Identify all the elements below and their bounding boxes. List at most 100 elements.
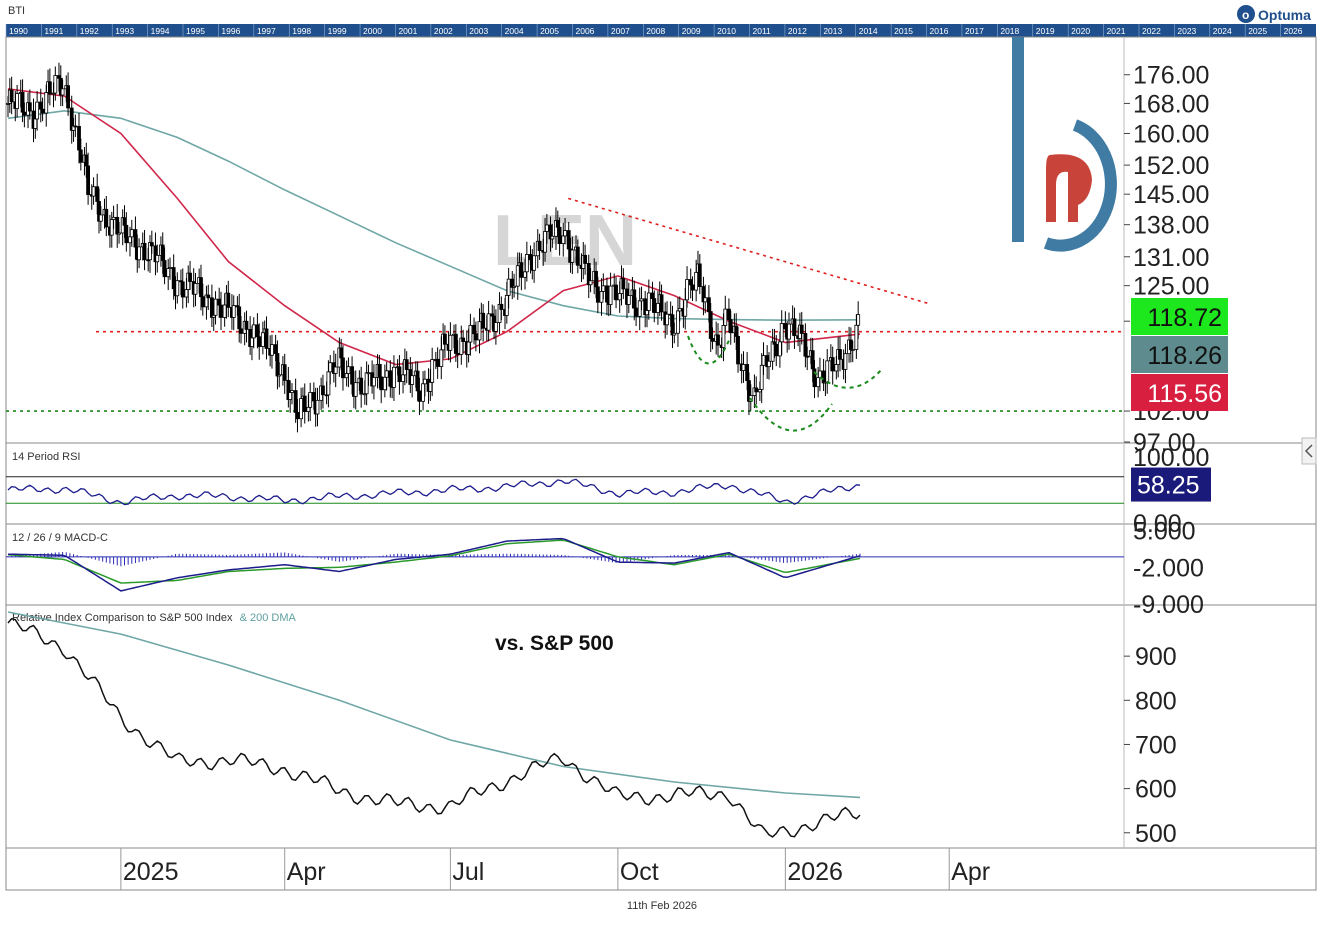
time-axis-label: 2025: [123, 858, 179, 886]
time-axis-label: Oct: [620, 858, 659, 886]
price-bar-body: [650, 292, 655, 299]
price-bar-body: [321, 385, 325, 396]
year-strip-label: 2014: [859, 26, 878, 36]
rsi-line: [7, 478, 861, 506]
macd-lines: [7, 537, 861, 592]
price-bar-body: [481, 312, 486, 329]
price-bar-body: [448, 334, 453, 351]
price-bar-body: [311, 392, 316, 402]
price-bar-body: [209, 297, 214, 318]
price-bar-body: [328, 362, 333, 373]
price-bar-body: [588, 280, 593, 286]
price-bar-body: [512, 285, 517, 288]
price-bar-body: [665, 313, 669, 326]
price-bar-body: [392, 366, 396, 388]
arc-right-shoulder: [813, 368, 883, 389]
price-bar-body: [184, 289, 189, 298]
year-strip-label: 1992: [80, 26, 99, 36]
price-bar-body: [57, 75, 61, 79]
price-bar-body: [341, 357, 345, 379]
price-bar-body: [787, 323, 791, 340]
relative-lines: [7, 611, 861, 838]
price-bar-body: [237, 306, 242, 330]
price-bar-body: [734, 325, 739, 337]
price-y-tick-label: 138.00: [1133, 212, 1209, 240]
price-bar-body: [115, 216, 120, 235]
price-bar-body: [601, 285, 606, 292]
price-bar-body: [645, 310, 649, 316]
year-strip-label: 2010: [717, 26, 736, 36]
price-bar-body: [566, 230, 571, 250]
green-arc-annotations: [687, 335, 883, 432]
year-strip-label: 2001: [398, 26, 417, 36]
macd-panel-frame: [5, 523, 1317, 606]
year-strip-label: 2007: [611, 26, 630, 36]
year-strip-label: 1993: [115, 26, 134, 36]
price-bar-body: [634, 307, 638, 317]
price-bar-body: [222, 304, 227, 318]
price-bar-body: [537, 240, 542, 251]
price-bar-body: [333, 366, 338, 374]
price-bar-body: [217, 298, 222, 306]
price-bar-body: [646, 292, 651, 311]
macd-y-ticks: 5.000 -2.000 -9.000: [1133, 518, 1204, 619]
price-bar-body: [428, 381, 433, 392]
price-bar-body: [583, 254, 588, 264]
price-bar-body: [422, 378, 427, 385]
price-bar-body: [421, 383, 425, 402]
price-bar-body: [35, 101, 40, 120]
price-bar-body: [838, 349, 842, 360]
price-bar-body: [379, 376, 384, 391]
price-bar-body: [260, 332, 265, 347]
price-bar-body: [377, 364, 382, 378]
arc-left-shoulder: [687, 335, 731, 365]
price-bar-body: [415, 370, 420, 392]
panel-scroll-handle[interactable]: [1301, 437, 1317, 465]
price-bar-body: [166, 268, 171, 278]
price-bar-body: [659, 294, 664, 313]
year-strip-label: 2017: [965, 26, 984, 36]
year-strip-label: 2009: [682, 26, 701, 36]
price-bar-body: [830, 357, 835, 372]
price-bar-body: [244, 320, 249, 330]
relative-y-tick-label: 500: [1135, 820, 1177, 848]
time-axis-frame: [5, 847, 1317, 891]
price-bar-body: [290, 390, 294, 393]
price-bar-body: [563, 230, 567, 237]
macd-signal-line: [7, 539, 861, 584]
macd-y-tick-label: -9.000: [1133, 591, 1204, 619]
vendor-logo-mark: o: [1242, 8, 1249, 22]
price-bar-body: [656, 302, 660, 313]
price-bar-body: [128, 236, 132, 244]
symbol-label: BTI: [8, 5, 25, 17]
price-bar-body: [40, 108, 45, 114]
price-bar-body: [805, 355, 810, 358]
scroll-handle-box[interactable]: [1301, 437, 1317, 465]
price-bar-body: [761, 355, 766, 366]
price-bar-body: [710, 338, 715, 342]
price-bar-body: [544, 224, 549, 232]
price-bar-body: [397, 366, 402, 382]
price-bar-body: [384, 370, 389, 378]
price-bar-body: [741, 364, 746, 371]
price-bar-body: [690, 284, 695, 291]
year-strip-label: 2008: [646, 26, 665, 36]
price-bar-body: [430, 359, 435, 383]
price-bar-body: [9, 89, 14, 103]
year-strip-label: 2023: [1177, 26, 1196, 36]
price-bar-body: [736, 335, 740, 365]
price-bar-body: [188, 272, 192, 282]
year-strip-label: 2021: [1107, 26, 1126, 36]
price-bar-body: [302, 395, 307, 412]
price-bar-body: [745, 364, 750, 382]
arc-head: [749, 397, 833, 432]
price-bar-body: [799, 324, 804, 334]
price-y-tick-label: 125.00: [1133, 273, 1209, 301]
year-strip-label: 1999: [328, 26, 347, 36]
price-bar-body: [27, 102, 32, 112]
year-strip-bg: [6, 24, 1316, 37]
rsi-y-tick-label: 100.00: [1133, 444, 1209, 472]
price-bars: [6, 62, 861, 433]
price-bar-body: [688, 279, 693, 286]
